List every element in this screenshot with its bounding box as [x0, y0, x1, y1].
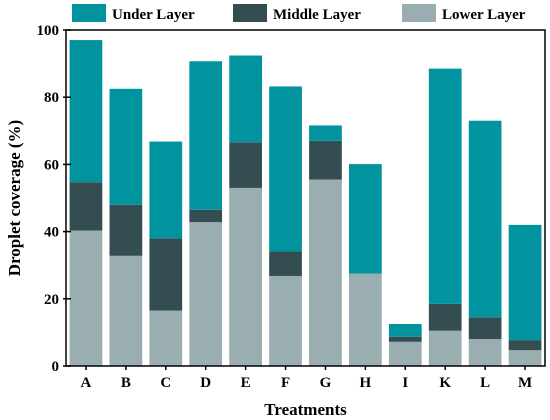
bar-F-middle-layer [269, 251, 302, 276]
bar-A-lower-layer [69, 230, 103, 366]
y-tick-label-20: 20 [44, 292, 59, 308]
bar-H-under-layer [349, 164, 382, 274]
x-tick-label-I: I [402, 375, 408, 391]
bar-B-middle-layer [109, 204, 143, 256]
x-tick-label-L: L [480, 375, 490, 391]
bar-G-middle-layer [309, 140, 342, 180]
bar-F-lower-layer [269, 275, 302, 366]
bar-L-under-layer [468, 120, 502, 318]
bar-C-under-layer [149, 141, 183, 239]
y-axis-title: Droplet coverage (%) [5, 120, 24, 276]
bar-C-middle-layer [149, 238, 183, 311]
bar-M-middle-layer [508, 340, 542, 351]
bar-A-under-layer [69, 40, 103, 183]
bar-B-lower-layer [109, 255, 143, 366]
bar-M-lower-layer [508, 350, 542, 366]
y-tick-label-60: 60 [44, 157, 59, 173]
x-axis-title: Treatments [264, 400, 347, 419]
bar-I-middle-layer [388, 336, 422, 342]
x-tick-label-D: D [200, 375, 211, 391]
bar-M-under-layer [508, 224, 542, 341]
bar-E-middle-layer [229, 142, 262, 188]
x-tick-label-C: C [160, 375, 171, 391]
bar-B-under-layer [109, 88, 143, 205]
x-tick-label-H: H [360, 375, 372, 391]
legend-swatch-lower-layer [402, 4, 436, 22]
legend-swatch-middle-layer [233, 4, 267, 22]
x-tick-label-G: G [320, 375, 332, 391]
bar-D-under-layer [189, 61, 223, 210]
y-tick-label-80: 80 [44, 90, 59, 106]
x-tick-label-E: E [241, 375, 251, 391]
bar-I-under-layer [388, 324, 422, 337]
y-axis: 0 20 40 60 80 100 [37, 23, 71, 375]
y-tick-label-100: 100 [37, 23, 60, 39]
x-tick-label-M: M [518, 375, 532, 391]
bar-C-lower-layer [149, 310, 183, 366]
bar-G-under-layer [309, 125, 342, 141]
bar-K-middle-layer [428, 303, 462, 331]
bar-I-lower-layer [388, 341, 422, 366]
bar-L-middle-layer [468, 317, 502, 340]
x-tick-label-K: K [439, 375, 451, 391]
bar-K-under-layer [428, 68, 462, 304]
plot-frame [65, 29, 546, 367]
legend-label-middle-layer: Middle Layer [273, 7, 361, 23]
bar-E-under-layer [229, 55, 262, 143]
y-tick-label-40: 40 [44, 225, 59, 241]
bar-G-lower-layer [309, 179, 342, 366]
bar-L-lower-layer [468, 339, 502, 366]
bar-D-middle-layer [189, 209, 223, 223]
x-tick-label-B: B [121, 375, 131, 391]
y-tick-label-0: 0 [52, 359, 60, 375]
bar-E-lower-layer [229, 187, 262, 366]
legend-swatch-under-layer [72, 4, 106, 22]
legend-label-under-layer: Under Layer [112, 7, 195, 23]
bar-A-middle-layer [69, 182, 103, 231]
bar-D-lower-layer [189, 222, 223, 366]
x-tick-label-F: F [281, 375, 290, 391]
bar-H-lower-layer [349, 273, 382, 366]
legend: Under Layer Middle Layer Lower Layer [72, 4, 526, 23]
x-tick-label-A: A [81, 375, 92, 391]
bar-F-under-layer [269, 86, 302, 252]
bars [69, 40, 542, 366]
legend-label-lower-layer: Lower Layer [442, 7, 526, 23]
bar-K-lower-layer [428, 330, 462, 366]
